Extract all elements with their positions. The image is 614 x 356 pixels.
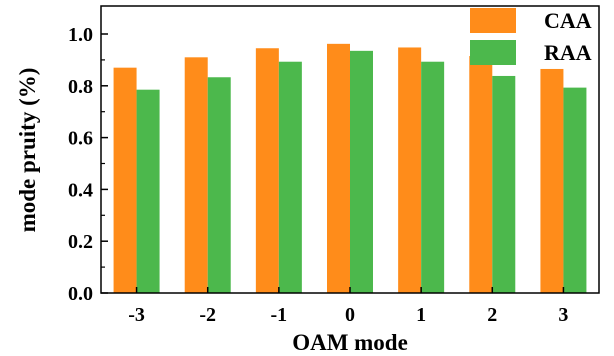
x-tick-label: 1 (416, 304, 426, 326)
y-tick-label: 0.0 (68, 283, 93, 305)
y-tick-label: 0.8 (68, 76, 93, 98)
bar-caa-1 (398, 47, 422, 293)
y-tick-label: 1.0 (68, 24, 93, 46)
x-tick-label: -1 (271, 304, 288, 326)
bar-raa-1 (421, 61, 445, 294)
bar-caa-2 (469, 56, 493, 293)
legend-label-caa: CAA (544, 8, 592, 33)
x-tick-label: 2 (487, 304, 497, 326)
x-axis-title: OAM mode (292, 330, 408, 355)
y-tick-label: 0.4 (68, 179, 93, 201)
bar-caa--3 (113, 67, 137, 293)
legend-label-raa: RAA (544, 40, 592, 65)
bar-caa--1 (255, 48, 279, 294)
y-axis: 0.0 0.2 0.4 0.6 0.8 1.0 (68, 24, 108, 305)
x-tick-label: -2 (199, 304, 216, 326)
x-tick-label: 3 (558, 304, 568, 326)
x-tick-label: -3 (128, 304, 145, 326)
x-tick-label: 0 (345, 304, 355, 326)
bar-raa--2 (207, 77, 231, 294)
y-axis-title: mode pruity (%) (15, 68, 40, 233)
bar-raa--1 (278, 61, 302, 294)
bar-raa-0 (350, 50, 373, 294)
bar-caa-3 (540, 68, 564, 293)
legend-swatch-caa (470, 8, 516, 33)
x-axis: -3 -2 -1 0 1 2 3 (128, 287, 568, 326)
bar-raa--3 (136, 89, 160, 293)
legend-swatch-raa (470, 40, 516, 65)
bar-caa-0 (327, 43, 350, 294)
bar-raa-2 (492, 75, 516, 293)
y-tick-label: 0.2 (68, 231, 93, 253)
bar-caa--2 (184, 57, 208, 294)
bars-group (113, 43, 587, 294)
y-tick-label: 0.6 (68, 128, 93, 150)
legend: CAA RAA (470, 8, 592, 65)
bar-raa-3 (563, 87, 587, 293)
